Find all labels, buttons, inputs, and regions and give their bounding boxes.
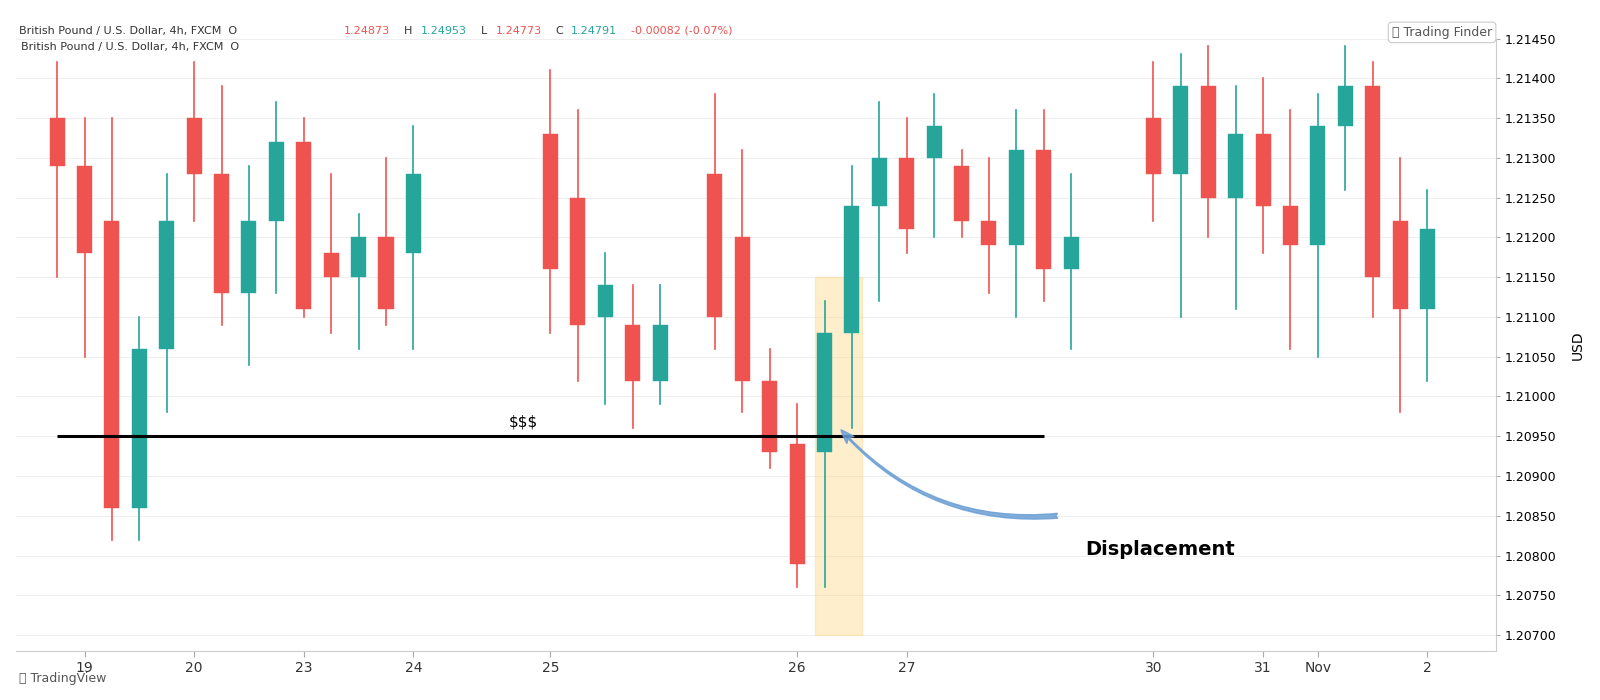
Text: L: L: [474, 26, 486, 36]
Text: British Pound / U.S. Dollar, 4h, FXCM  O: British Pound / U.S. Dollar, 4h, FXCM O: [21, 43, 240, 52]
Bar: [406, 174, 421, 253]
Bar: [653, 325, 667, 381]
Bar: [598, 285, 613, 317]
Bar: [242, 221, 256, 293]
Bar: [1037, 150, 1051, 270]
Bar: [1419, 230, 1435, 309]
Text: 1.24773: 1.24773: [496, 26, 542, 36]
Bar: [1146, 118, 1162, 174]
Bar: [296, 142, 312, 309]
Text: $$$: $$$: [509, 415, 538, 430]
Y-axis label: USD: USD: [1571, 330, 1584, 360]
Bar: [872, 158, 886, 206]
Bar: [1338, 86, 1352, 126]
Bar: [789, 444, 805, 564]
Bar: [160, 221, 174, 349]
Bar: [1256, 134, 1270, 206]
Text: C: C: [549, 26, 563, 36]
Bar: [1173, 86, 1189, 174]
Bar: [1365, 86, 1381, 277]
Bar: [734, 237, 750, 381]
Bar: [954, 166, 970, 221]
Text: 🔗 Trading Finder: 🔗 Trading Finder: [1392, 26, 1493, 39]
Bar: [1200, 86, 1216, 197]
Bar: [762, 381, 778, 452]
Text: -0.00082 (-0.07%): -0.00082 (-0.07%): [624, 26, 733, 36]
Bar: [379, 237, 394, 309]
Text: British Pound / U.S. Dollar, 4h, FXCM  O: British Pound / U.S. Dollar, 4h, FXCM O: [19, 26, 237, 36]
Bar: [818, 332, 832, 452]
Bar: [350, 237, 366, 277]
Text: Displacement: Displacement: [1085, 540, 1235, 559]
Bar: [50, 118, 64, 166]
Bar: [1010, 150, 1024, 245]
Text: 1.24953: 1.24953: [421, 26, 467, 36]
Bar: [104, 221, 120, 507]
Bar: [814, 277, 861, 635]
Bar: [707, 174, 723, 317]
Text: H: H: [397, 26, 413, 36]
Bar: [899, 158, 914, 230]
Bar: [1064, 237, 1078, 270]
Bar: [131, 349, 147, 508]
Bar: [570, 197, 586, 325]
Bar: [323, 253, 339, 277]
Bar: [626, 325, 640, 381]
Text: ⧖ TradingView: ⧖ TradingView: [19, 671, 107, 685]
Bar: [542, 134, 558, 270]
Bar: [1310, 126, 1325, 245]
Text: 1.24791: 1.24791: [571, 26, 618, 36]
Bar: [845, 206, 859, 332]
Bar: [187, 118, 202, 174]
Bar: [1392, 221, 1408, 309]
Bar: [1283, 206, 1298, 245]
Bar: [1229, 134, 1243, 197]
Bar: [981, 221, 997, 245]
Text: 1.24873: 1.24873: [344, 26, 390, 36]
Bar: [214, 174, 229, 293]
Bar: [269, 142, 283, 221]
Bar: [77, 166, 93, 253]
Bar: [926, 126, 942, 158]
